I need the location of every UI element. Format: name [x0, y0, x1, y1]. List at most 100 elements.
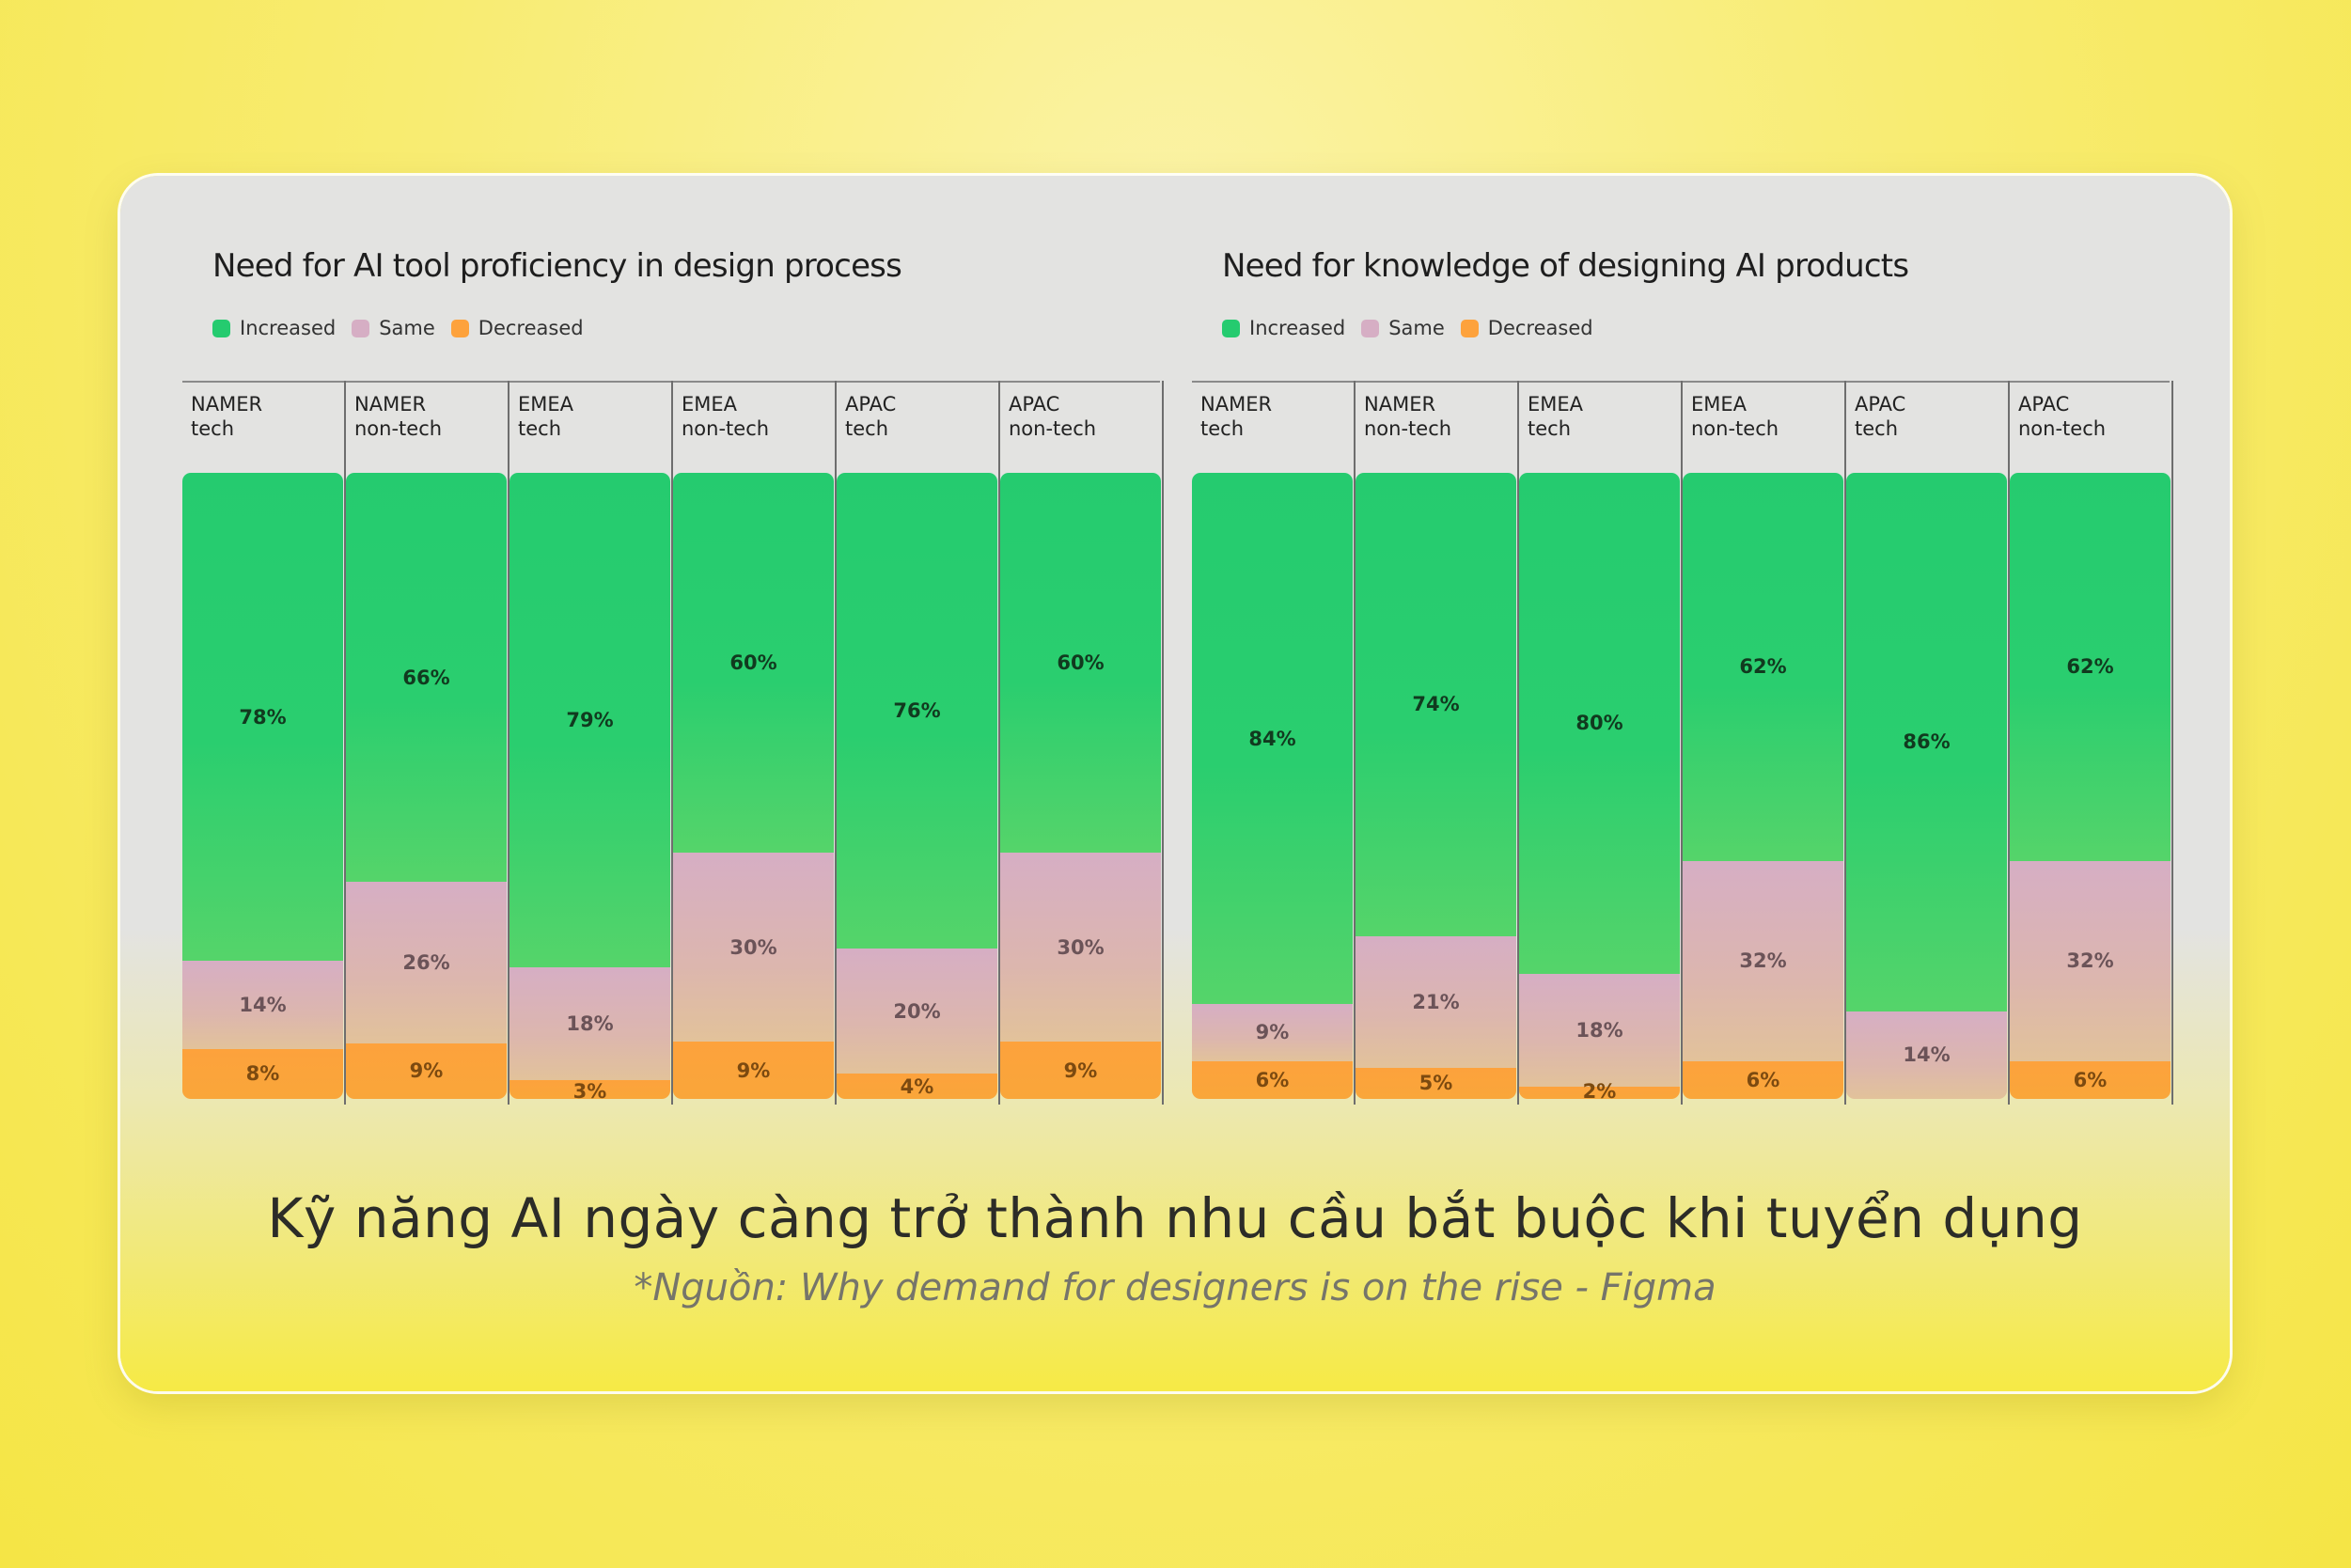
- stacked-bar: 84% 9% 6%: [1192, 473, 1353, 1099]
- bar-segment-increased: [673, 473, 834, 853]
- data-label-increased: 62%: [2066, 655, 2114, 679]
- column-divider: [835, 381, 837, 1105]
- stacked-bar: 79% 18% 3%: [509, 473, 670, 1099]
- bar-segment-increased: [1000, 473, 1161, 853]
- chart-title: Need for AI tool proficiency in design p…: [212, 247, 902, 285]
- bar-segment-increased: [1683, 473, 1843, 861]
- stacked-bar: 74% 21% 5%: [1356, 473, 1516, 1099]
- bar-segment-increased: [509, 473, 670, 968]
- bar-segment-same: [1192, 1004, 1353, 1061]
- bar-segment-same: [837, 949, 997, 1074]
- category-label: APAC non-tech: [1009, 393, 1097, 440]
- column-group: APAC tech 86% 14%: [1846, 381, 2010, 1105]
- column-divider: [1681, 381, 1683, 1105]
- legend-swatch-same: [1361, 319, 1380, 337]
- data-label-increased: 76%: [893, 699, 941, 723]
- bar-segment-same: [1683, 860, 1843, 1062]
- column-divider: [1517, 381, 1519, 1105]
- stacked-bar: 60% 30% 9%: [673, 473, 834, 1099]
- data-label-decreased: 8%: [245, 1062, 280, 1086]
- column-divider: [1354, 381, 1356, 1105]
- legend-label-increased: Increased: [1249, 317, 1346, 339]
- legend-swatch-increased: [1222, 319, 1240, 337]
- column-group: EMEA non-tech 62% 32% 6%: [1683, 381, 1846, 1105]
- bar-segment-decreased: [1519, 1086, 1680, 1099]
- bar-segment-same: [1519, 973, 1680, 1087]
- legend-label-decreased: Decreased: [1487, 317, 1593, 339]
- data-label-decreased: 9%: [1063, 1058, 1098, 1082]
- bar-segment-same: [1846, 1011, 2007, 1099]
- column-divider: [344, 381, 346, 1105]
- bar-segment-same: [509, 967, 670, 1080]
- bar-segment-increased: [1519, 473, 1680, 974]
- chart-panel: Need for knowledge of designing AI produ…: [1192, 176, 2174, 1116]
- infographic-card: Need for AI tool proficiency in design p…: [120, 176, 2230, 1391]
- legend-item-increased: Increased: [1222, 317, 1345, 339]
- bar-segment-decreased: [1192, 1060, 1353, 1099]
- column-group: NAMER tech 78% 14% 8%: [182, 381, 346, 1105]
- data-label-decreased: 6%: [1255, 1068, 1290, 1091]
- legend-swatch-increased: [212, 319, 230, 337]
- bar-segment-same: [182, 961, 343, 1049]
- stacked-bar: 78% 14% 8%: [182, 473, 343, 1099]
- bar-segment-same: [673, 852, 834, 1043]
- column-divider: [1844, 381, 1846, 1105]
- column-divider: [998, 381, 1000, 1105]
- stacked-bar: 60% 30% 9%: [1000, 473, 1161, 1099]
- bar-segment-decreased: [837, 1074, 997, 1099]
- legend-item-same: Same: [1361, 317, 1445, 339]
- column-divider: [2171, 381, 2173, 1105]
- column-group: EMEA tech 80% 18% 2%: [1519, 381, 1683, 1105]
- legend-label-same: Same: [379, 317, 435, 339]
- data-label-same: 14%: [239, 994, 287, 1017]
- category-label: EMEA non-tech: [1691, 393, 1779, 440]
- column-group: NAMER non-tech 66% 26% 9%: [346, 381, 509, 1105]
- stacked-bar: 62% 32% 6%: [1683, 473, 1843, 1099]
- column-group: NAMER non-tech 74% 21% 5%: [1356, 381, 1519, 1105]
- chart-title: Need for knowledge of designing AI produ…: [1222, 247, 1909, 285]
- data-label-decreased: 9%: [409, 1059, 444, 1083]
- stacked-bar: 76% 20% 4%: [837, 473, 997, 1099]
- data-label-decreased: 4%: [900, 1074, 934, 1098]
- bar-segment-decreased: [509, 1080, 670, 1099]
- column-group: APAC non-tech 62% 32% 6%: [2010, 381, 2173, 1105]
- category-label: NAMER non-tech: [1364, 393, 1452, 440]
- bar-segment-decreased: [182, 1048, 343, 1099]
- bar-segment-decreased: [1356, 1067, 1516, 1099]
- chart-panel: Need for AI tool proficiency in design p…: [182, 176, 1165, 1116]
- chart-legend: Increased Same Decreased: [1222, 317, 1609, 339]
- bar-segment-decreased: [673, 1042, 834, 1099]
- legend-swatch-decreased: [450, 319, 469, 337]
- plot-area: NAMER tech 84% 9% 6% NAMER non-tech 74% 21% 5% E…: [1192, 381, 2173, 1105]
- data-label-increased: 62%: [1739, 655, 1787, 679]
- legend-item-increased: Increased: [212, 317, 336, 339]
- bar-segment-same: [346, 882, 507, 1043]
- column-group: APAC non-tech 60% 30% 9%: [1000, 381, 1164, 1105]
- stacked-bar: 86% 14%: [1846, 473, 2007, 1099]
- bar-segment-same: [1356, 935, 1516, 1068]
- bar-segment-same: [2010, 860, 2171, 1062]
- category-label: EMEA tech: [1528, 393, 1584, 440]
- data-label-increased: 60%: [1057, 651, 1105, 674]
- bar-segment-increased: [2010, 473, 2171, 861]
- bar-segment-increased: [837, 473, 997, 949]
- data-label-decreased: 6%: [1746, 1069, 1780, 1092]
- data-label-same: 21%: [1412, 990, 1460, 1013]
- source-caption: *Nguồn: Why demand for designers is on t…: [634, 1266, 1716, 1309]
- category-label: APAC tech: [845, 393, 897, 440]
- data-label-increased: 78%: [239, 705, 287, 729]
- bar-segment-increased: [1356, 473, 1516, 936]
- category-label: NAMER non-tech: [354, 393, 443, 440]
- legend-item-same: Same: [352, 317, 435, 339]
- bar-segment-increased: [1846, 473, 2007, 1011]
- data-label-increased: 84%: [1248, 727, 1296, 750]
- column-divider: [508, 381, 509, 1105]
- headline: Kỹ năng AI ngày càng trở thành nhu cầu b…: [267, 1186, 2083, 1250]
- category-label: NAMER tech: [191, 393, 263, 440]
- data-label-decreased: 2%: [1582, 1080, 1617, 1099]
- data-label-increased: 66%: [402, 666, 450, 689]
- category-label: NAMER tech: [1200, 393, 1273, 440]
- legend-label-same: Same: [1388, 317, 1445, 339]
- data-label-same: 30%: [1057, 935, 1105, 959]
- data-label-decreased: 5%: [1418, 1072, 1453, 1095]
